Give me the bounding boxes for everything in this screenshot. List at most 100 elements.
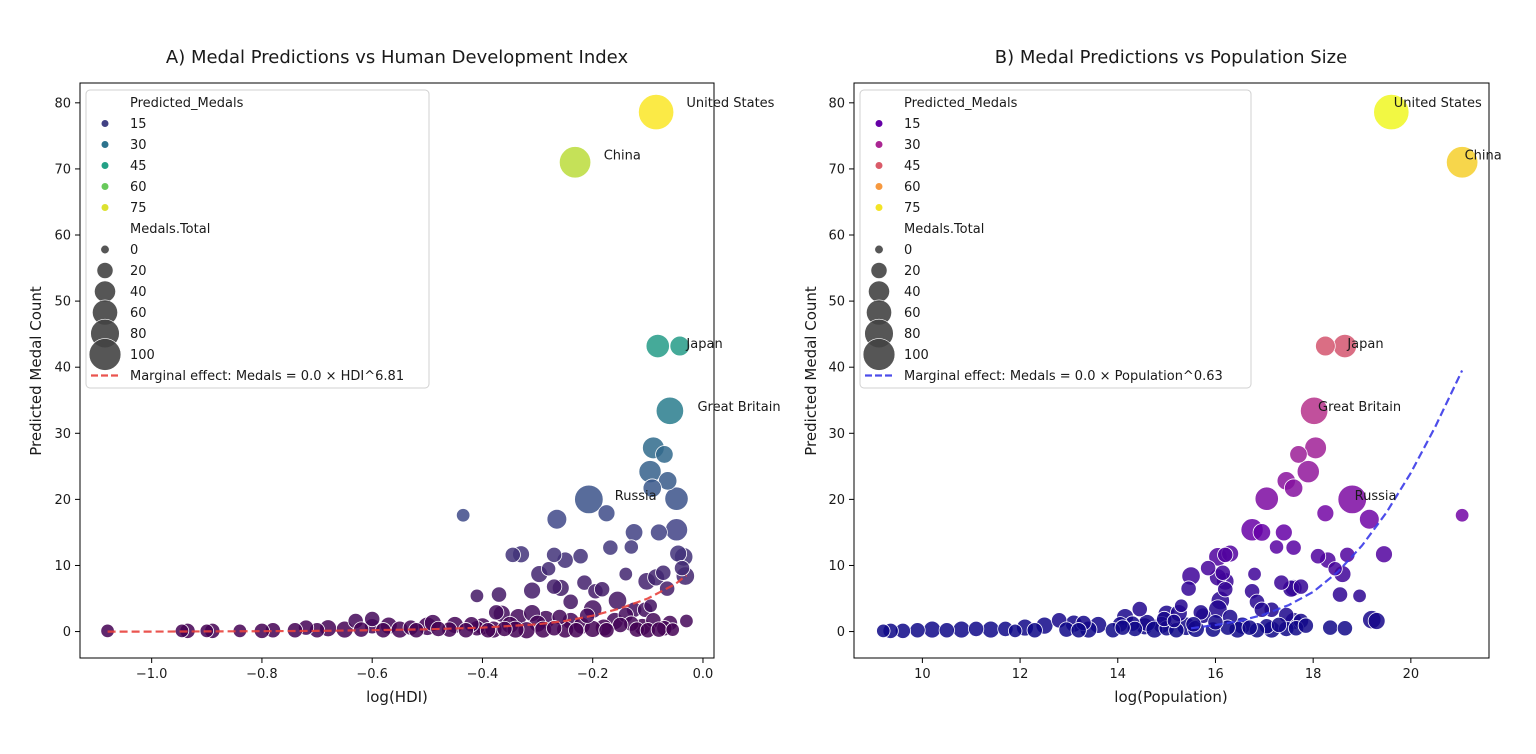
- panel-hdi-chart: A) Medal Predictions vs Human Developmen…: [27, 47, 781, 706]
- y-tick-label-b: 60: [828, 229, 845, 244]
- data-point-b: [1070, 622, 1087, 639]
- data-point-b: [1331, 586, 1349, 603]
- data-point-b: [1180, 580, 1197, 597]
- data-point-a: [541, 561, 557, 577]
- legend-box-a: [85, 89, 430, 389]
- data-point-b: [1316, 504, 1335, 523]
- data-point-a: [572, 548, 589, 565]
- legend-size-swatch-b: [870, 262, 888, 279]
- data-point-a: [669, 335, 691, 357]
- data-point-b: [1445, 146, 1479, 179]
- legend-size-swatch-b: [874, 244, 884, 255]
- data-point-a: [598, 622, 615, 639]
- data-point-b: [1367, 612, 1386, 630]
- data-point-a: [558, 146, 592, 179]
- y-tick-label-b: 20: [828, 493, 845, 508]
- y-tick-label-b: 40: [828, 361, 845, 376]
- legend-hue-title-b: Predicted_Medals: [904, 96, 1018, 111]
- legend-size-label-a: 80: [130, 327, 147, 342]
- marginal-effect-line-b: [1190, 370, 1464, 630]
- data-point-b: [1309, 548, 1327, 565]
- data-point-b: [1292, 578, 1310, 595]
- country-annotation-a: United States: [686, 96, 774, 111]
- data-point-a: [642, 478, 662, 498]
- y-tick-label-a: 10: [54, 559, 71, 574]
- legend-hue-label-b: 30: [904, 138, 921, 153]
- legend-hue-label-a: 60: [130, 180, 147, 195]
- legend-size-swatch-a: [94, 280, 116, 303]
- data-point-b: [1114, 619, 1131, 636]
- data-point-a: [623, 539, 639, 555]
- legend-size-label-a: 40: [130, 285, 147, 300]
- data-point-a: [612, 616, 629, 634]
- data-point-a: [479, 622, 497, 639]
- data-point-a: [637, 93, 675, 131]
- data-point-a: [546, 620, 563, 637]
- data-point-b: [1299, 396, 1329, 425]
- y-tick-label-a: 40: [54, 361, 71, 376]
- data-point-a: [488, 604, 505, 621]
- data-point-b: [1375, 545, 1393, 564]
- y-tick-label-a: 0: [63, 625, 71, 640]
- legend-hue-label-b: 15: [904, 117, 921, 132]
- marginal-effect-line-a: [107, 574, 688, 633]
- data-point-a: [455, 508, 471, 523]
- data-point-a: [364, 610, 381, 628]
- chart-title-a: A) Medal Predictions vs Human Developmen…: [166, 47, 629, 68]
- country-annotation-a: Great Britain: [697, 400, 780, 415]
- legend-size-label-b: 60: [904, 306, 921, 321]
- legend-box-b: [859, 89, 1252, 389]
- legend-hue-swatch-b: [875, 183, 883, 190]
- data-point-b: [1359, 508, 1380, 530]
- legend-size-label-b: 20: [904, 264, 921, 279]
- y-tick-label-a: 20: [54, 493, 71, 508]
- data-point-a: [673, 560, 691, 577]
- data-point-b: [1247, 566, 1262, 582]
- legend-hue-label-a: 30: [130, 138, 147, 153]
- data-point-a: [649, 523, 668, 542]
- legend-hue-swatch-a: [101, 120, 109, 127]
- data-point-b: [1304, 436, 1327, 460]
- data-point-a: [457, 622, 474, 639]
- data-point-b: [1207, 614, 1224, 631]
- data-point-a: [664, 518, 689, 542]
- data-point-b: [1131, 601, 1148, 618]
- data-point-b: [1174, 598, 1189, 613]
- y-tick-label-b: 0: [837, 625, 845, 640]
- data-point-b: [1274, 523, 1293, 542]
- legend-size-swatch-a: [100, 244, 110, 255]
- data-point-b: [1217, 581, 1234, 598]
- panel-population-chart: B) Medal Predictions vs Population Size …: [802, 47, 1502, 706]
- data-point-b: [1166, 613, 1182, 629]
- data-point-a: [490, 586, 508, 603]
- legend-size-label-a: 100: [130, 348, 155, 363]
- data-point-a: [665, 622, 680, 637]
- data-point-a: [576, 574, 593, 591]
- x-tick-label-b: 20: [1403, 667, 1420, 682]
- data-point-b: [1289, 445, 1308, 464]
- legend-size-swatch-b: [862, 338, 896, 371]
- data-point-a: [546, 546, 563, 563]
- legend-size-swatch-b: [868, 280, 890, 303]
- legend-hue-swatch-a: [101, 141, 109, 148]
- data-point-a: [568, 622, 585, 639]
- data-point-a: [523, 581, 541, 600]
- legend-hue-label-b: 45: [904, 159, 921, 174]
- data-point-a: [546, 508, 568, 530]
- data-point-b: [1297, 617, 1314, 634]
- data-point-a: [655, 564, 672, 581]
- country-annotation-b: Japan: [1346, 337, 1383, 352]
- legend-hue-swatch-a: [101, 204, 109, 211]
- legend-hue-swatch-b: [875, 120, 883, 127]
- y-tick-label-b: 70: [828, 162, 845, 177]
- data-point-a: [504, 546, 521, 563]
- data-point-b: [1283, 478, 1304, 498]
- x-tick-label-a: 0.0: [693, 667, 714, 682]
- legend-hue-title-a: Predicted_Medals: [130, 96, 244, 111]
- data-point-a: [679, 613, 694, 629]
- data-point-a: [645, 333, 670, 359]
- y-tick-label-b: 30: [828, 427, 845, 442]
- x-axis-label-b: log(Population): [1114, 688, 1227, 706]
- data-point-a: [655, 445, 674, 464]
